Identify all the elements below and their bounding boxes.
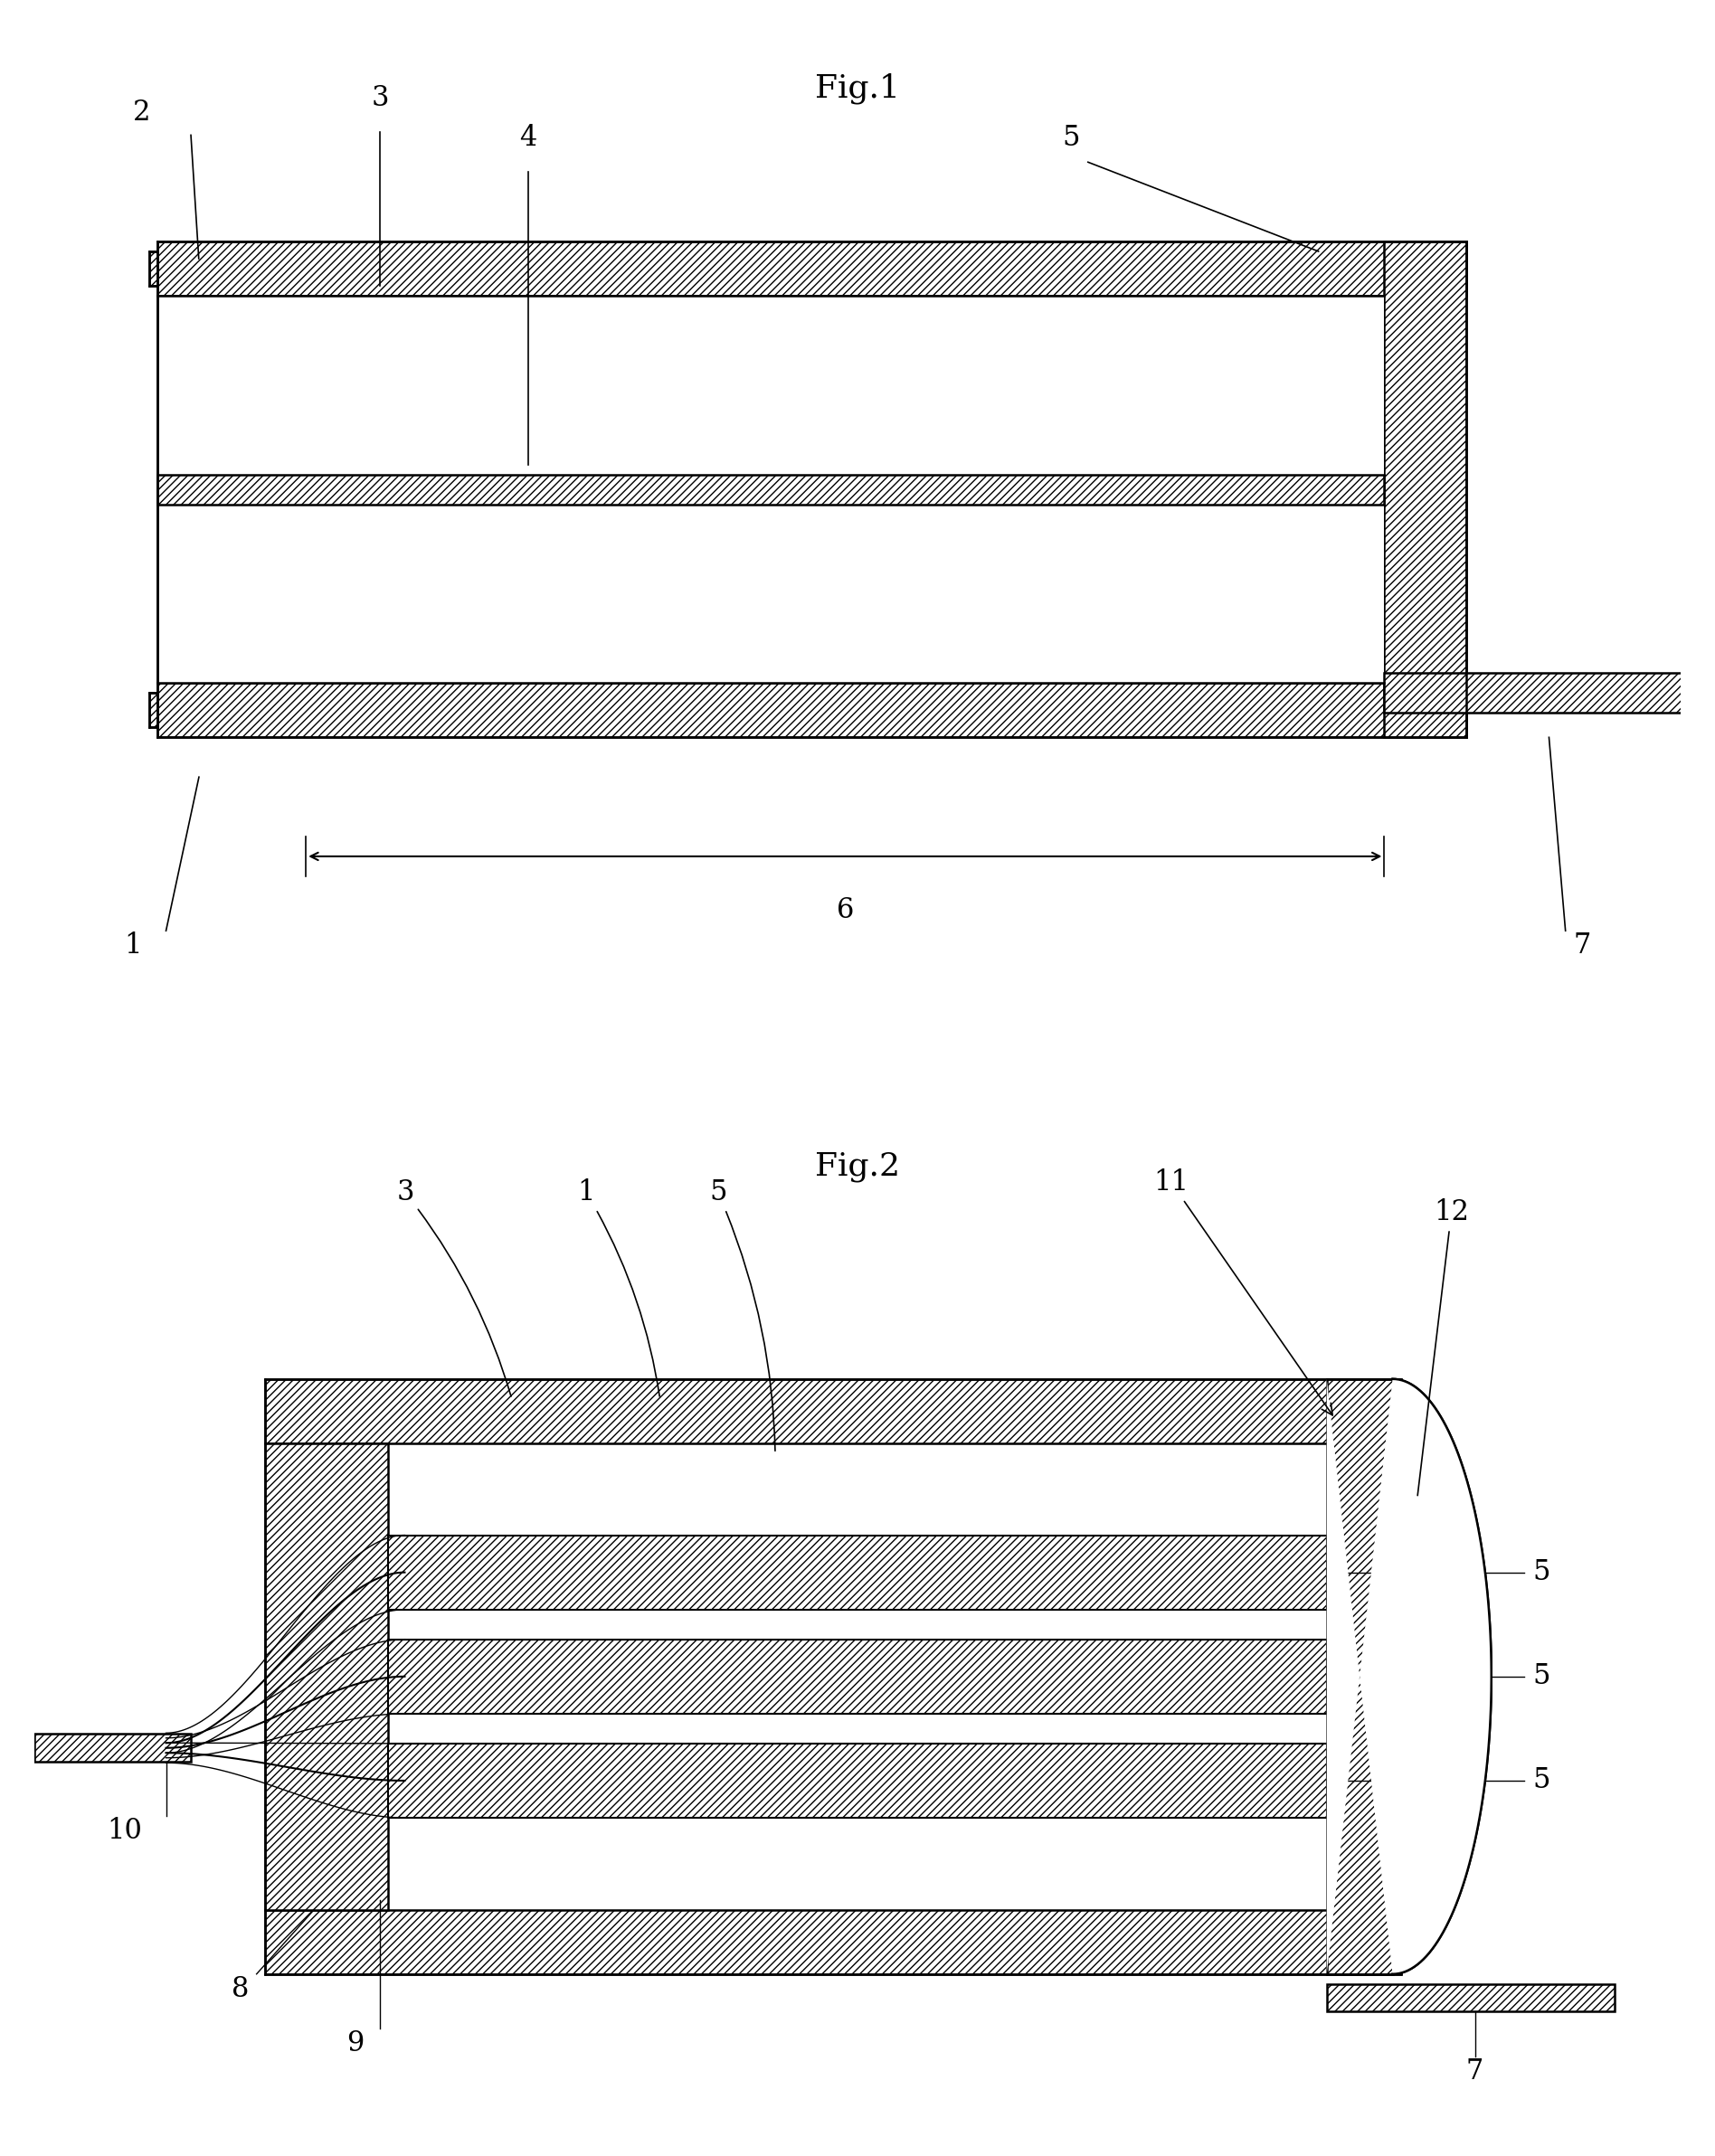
Text: 7: 7 — [1466, 2057, 1483, 2085]
Bar — [158, 683, 1466, 737]
Text: 12: 12 — [1418, 1199, 1470, 1496]
Bar — [388, 1639, 1327, 1714]
Text: 8: 8 — [232, 1975, 249, 2003]
Text: 5: 5 — [1063, 125, 1080, 153]
Text: 9: 9 — [346, 2029, 364, 2057]
Text: 6: 6 — [837, 897, 854, 925]
Bar — [264, 1445, 388, 1910]
Polygon shape — [1327, 1380, 1492, 1975]
Bar — [388, 1744, 1327, 1818]
Text: 1: 1 — [578, 1179, 660, 1397]
Text: Fig.2: Fig.2 — [815, 1151, 900, 1181]
Bar — [158, 474, 1384, 505]
Bar — [1327, 1984, 1616, 2012]
Bar — [34, 1733, 190, 1761]
Text: 11: 11 — [1154, 1169, 1333, 1414]
Bar — [1384, 673, 1713, 711]
Text: Fig.1: Fig.1 — [815, 73, 900, 103]
Bar — [158, 241, 1466, 295]
Bar — [1327, 1380, 1401, 1975]
Text: 7: 7 — [1573, 931, 1592, 959]
Bar — [149, 692, 158, 727]
Text: 5: 5 — [1533, 1766, 1550, 1794]
Text: 5: 5 — [1533, 1559, 1550, 1587]
Text: 10: 10 — [108, 1818, 142, 1846]
Text: 1: 1 — [123, 931, 142, 959]
Bar — [388, 1535, 1327, 1611]
Text: 3: 3 — [396, 1179, 511, 1397]
Text: 5: 5 — [710, 1179, 775, 1451]
Bar — [264, 1910, 1401, 1975]
Bar — [264, 1380, 1401, 1445]
Text: 2: 2 — [132, 99, 151, 127]
Bar — [158, 295, 1384, 683]
Text: 4: 4 — [520, 125, 537, 153]
Bar — [1384, 241, 1466, 737]
Text: 5: 5 — [1533, 1662, 1550, 1690]
Text: 3: 3 — [370, 84, 389, 112]
Bar — [149, 252, 158, 287]
